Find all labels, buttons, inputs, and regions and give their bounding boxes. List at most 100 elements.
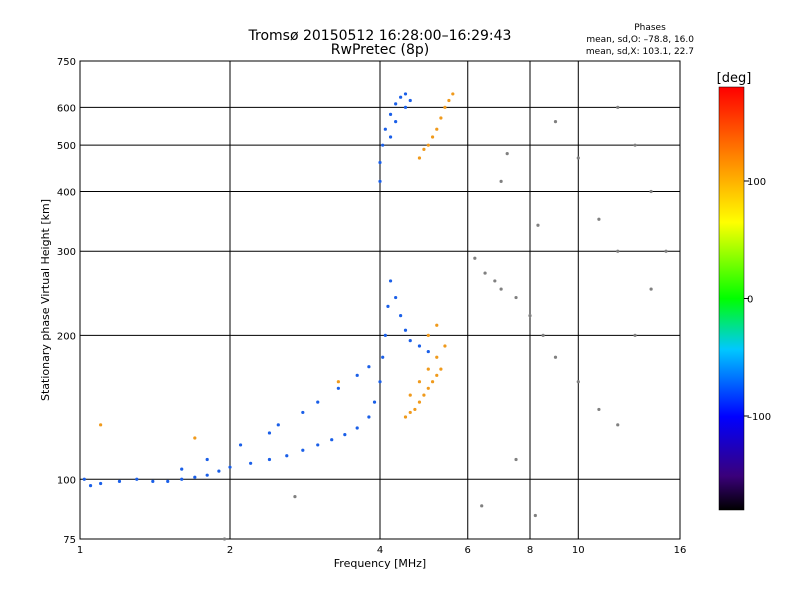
data-point bbox=[151, 479, 155, 483]
y-tick-label: 750 bbox=[57, 57, 76, 68]
data-point bbox=[399, 95, 403, 99]
data-point bbox=[180, 477, 184, 481]
data-point bbox=[435, 323, 439, 327]
data-point bbox=[499, 287, 503, 291]
data-point bbox=[180, 467, 184, 471]
data-point bbox=[408, 393, 412, 397]
data-point bbox=[514, 295, 518, 300]
y-tick-label: 200 bbox=[57, 331, 76, 342]
x-axis-label: Frequency [MHz] bbox=[334, 557, 426, 570]
data-point bbox=[388, 135, 393, 139]
x-tick-label: 8 bbox=[527, 545, 533, 556]
y-tick-labels: 75 100 200 300 400 500 600 750 bbox=[57, 57, 76, 546]
data-point bbox=[533, 513, 537, 518]
data-point bbox=[576, 380, 580, 384]
data-point bbox=[649, 287, 653, 291]
data-point bbox=[367, 415, 371, 419]
data-point bbox=[408, 410, 412, 415]
data-point bbox=[301, 410, 305, 415]
grid-lines bbox=[80, 61, 680, 539]
data-point bbox=[597, 217, 601, 221]
data-point bbox=[193, 436, 197, 440]
x-tick-labels: 1 2 4 6 8 10 16 bbox=[77, 545, 687, 556]
data-point bbox=[222, 537, 227, 541]
data-point bbox=[388, 279, 393, 283]
data-point bbox=[422, 393, 426, 397]
x-tick-label: 16 bbox=[674, 545, 687, 556]
data-point bbox=[435, 373, 439, 377]
colorbar bbox=[718, 86, 745, 511]
data-point bbox=[336, 386, 340, 390]
data-point bbox=[553, 355, 558, 359]
data-point bbox=[426, 386, 430, 390]
data-point bbox=[413, 407, 417, 412]
data-point bbox=[408, 98, 412, 103]
data-point bbox=[193, 475, 197, 479]
data-point bbox=[381, 355, 385, 359]
y-tick-label: 500 bbox=[57, 141, 76, 152]
phases-line-o: mean, sd,O: –78.8, 16.0 bbox=[586, 35, 694, 45]
data-point bbox=[372, 400, 377, 404]
data-point bbox=[417, 380, 422, 384]
data-point bbox=[403, 415, 408, 419]
data-points bbox=[82, 92, 668, 541]
data-point bbox=[285, 454, 289, 458]
data-point bbox=[394, 120, 398, 124]
data-point bbox=[616, 249, 620, 253]
data-point bbox=[394, 102, 398, 106]
chart-title: Tromsø 20150512 16:28:00–16:29:43 bbox=[248, 28, 512, 44]
data-point bbox=[378, 380, 382, 384]
data-point bbox=[293, 494, 297, 499]
data-point bbox=[447, 98, 451, 103]
chart-subtitle: RwPretec (8p) bbox=[331, 42, 429, 58]
colorbar-tick-label: 0 bbox=[747, 295, 753, 306]
data-point bbox=[597, 407, 601, 412]
data-point bbox=[355, 373, 359, 377]
x-tick-label: 4 bbox=[377, 545, 383, 556]
data-point bbox=[499, 179, 503, 183]
data-point bbox=[355, 426, 359, 430]
y-axis-label: Stationary phase Virtual Height [km] bbox=[39, 199, 52, 401]
x-tick-label: 6 bbox=[465, 545, 471, 556]
x-tick-label: 10 bbox=[572, 545, 585, 556]
data-point bbox=[381, 143, 385, 147]
data-point bbox=[403, 105, 408, 109]
data-point bbox=[399, 314, 403, 318]
data-point bbox=[483, 271, 487, 275]
data-point bbox=[439, 116, 443, 120]
data-point bbox=[135, 477, 139, 481]
data-point bbox=[336, 380, 340, 384]
data-point bbox=[238, 443, 243, 447]
data-point bbox=[576, 156, 580, 160]
y-tick-label: 100 bbox=[57, 475, 76, 486]
data-point bbox=[553, 120, 558, 124]
colorbar-ticks: 100 0 –100 bbox=[744, 177, 771, 423]
data-point bbox=[633, 333, 637, 337]
colorbar-tick-label: 100 bbox=[747, 177, 766, 188]
data-point bbox=[378, 179, 382, 183]
y-tick-label: 400 bbox=[57, 187, 76, 198]
data-point bbox=[536, 223, 540, 227]
data-point bbox=[443, 105, 447, 109]
data-point bbox=[117, 479, 122, 483]
data-point bbox=[473, 256, 477, 260]
data-point bbox=[417, 156, 422, 160]
data-point bbox=[664, 249, 668, 253]
data-point bbox=[649, 189, 653, 194]
data-point bbox=[383, 333, 387, 337]
data-point bbox=[205, 473, 209, 477]
data-point bbox=[383, 127, 387, 131]
phases-title: Phases bbox=[634, 23, 666, 33]
data-point bbox=[439, 367, 443, 371]
data-point bbox=[316, 443, 320, 447]
x-tick-label: 2 bbox=[227, 545, 233, 556]
data-point bbox=[228, 465, 232, 469]
data-point bbox=[616, 105, 620, 109]
y-tick-label: 300 bbox=[57, 247, 76, 258]
data-point bbox=[330, 438, 334, 442]
colorbar-label: [deg] bbox=[717, 71, 752, 86]
data-point bbox=[426, 367, 430, 371]
data-point bbox=[435, 355, 439, 359]
data-point bbox=[249, 461, 253, 465]
